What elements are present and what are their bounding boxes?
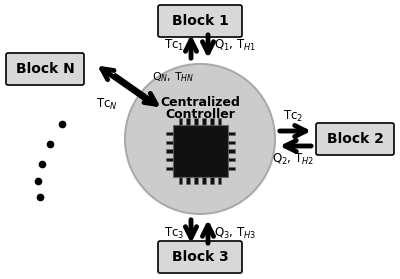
FancyBboxPatch shape	[228, 149, 234, 153]
Text: Q$_3$, T$_{H3}$: Q$_3$, T$_{H3}$	[214, 225, 256, 240]
FancyBboxPatch shape	[228, 141, 234, 144]
FancyBboxPatch shape	[194, 118, 198, 125]
FancyBboxPatch shape	[166, 158, 172, 162]
Text: Tc$_N$: Tc$_N$	[96, 97, 118, 112]
FancyBboxPatch shape	[186, 177, 190, 184]
Text: Centralized: Centralized	[160, 96, 240, 109]
FancyBboxPatch shape	[172, 125, 228, 177]
FancyBboxPatch shape	[186, 118, 190, 125]
FancyBboxPatch shape	[158, 241, 242, 273]
Text: Q$_1$, T$_{H1}$: Q$_1$, T$_{H1}$	[214, 37, 256, 52]
FancyBboxPatch shape	[210, 118, 214, 125]
FancyBboxPatch shape	[228, 167, 234, 170]
Text: Tc$_3$: Tc$_3$	[164, 225, 184, 240]
FancyBboxPatch shape	[194, 177, 198, 184]
Text: Q$_N$, T$_{HN}$: Q$_N$, T$_{HN}$	[152, 70, 194, 84]
FancyBboxPatch shape	[218, 177, 221, 184]
FancyBboxPatch shape	[202, 118, 206, 125]
FancyBboxPatch shape	[179, 177, 182, 184]
Text: Tc$_1$: Tc$_1$	[164, 37, 184, 52]
FancyBboxPatch shape	[179, 118, 182, 125]
FancyBboxPatch shape	[228, 132, 234, 135]
Text: Controller: Controller	[165, 108, 235, 121]
FancyBboxPatch shape	[158, 5, 242, 37]
FancyBboxPatch shape	[210, 177, 214, 184]
Text: Block 1: Block 1	[172, 14, 228, 28]
FancyBboxPatch shape	[228, 158, 234, 162]
Text: Tc$_2$: Tc$_2$	[283, 109, 303, 124]
FancyBboxPatch shape	[6, 53, 84, 85]
FancyBboxPatch shape	[316, 123, 394, 155]
Text: Q$_2$, T$_{H2}$: Q$_2$, T$_{H2}$	[272, 152, 314, 167]
FancyBboxPatch shape	[166, 167, 172, 170]
FancyBboxPatch shape	[166, 132, 172, 135]
Text: Block N: Block N	[16, 62, 74, 76]
FancyBboxPatch shape	[218, 118, 221, 125]
Circle shape	[125, 64, 275, 214]
FancyBboxPatch shape	[166, 141, 172, 144]
FancyBboxPatch shape	[202, 177, 206, 184]
Text: Block 3: Block 3	[172, 250, 228, 264]
Text: Block 2: Block 2	[326, 132, 384, 146]
FancyBboxPatch shape	[166, 149, 172, 153]
